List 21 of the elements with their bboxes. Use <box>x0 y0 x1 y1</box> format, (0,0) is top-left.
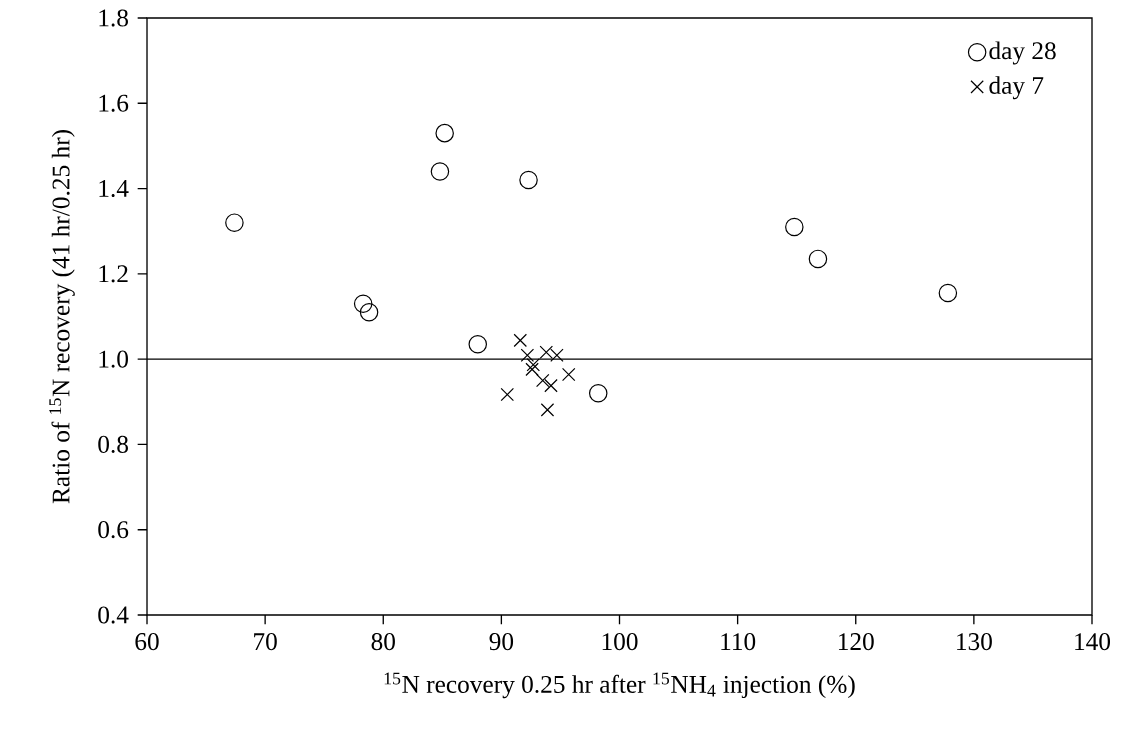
x-tick-label: 90 <box>489 633 514 651</box>
legend-label: day 28 <box>989 41 1056 65</box>
x-tick-label: 60 <box>135 633 159 651</box>
x-tick-label: 130 <box>957 633 992 651</box>
y-tick-label: 1.4 <box>99 180 129 198</box>
legend-label: day 7 <box>989 76 1044 100</box>
x-tick-label: 70 <box>254 633 277 651</box>
y-tick-label: 0.8 <box>98 435 128 454</box>
x-tick-label: 80 <box>371 633 395 651</box>
y-tick-label: 0.4 <box>98 606 129 624</box>
y-tick-label: 1.6 <box>99 94 129 112</box>
x-axis-title: $^{15}$N recovery 0.25 hr after $^{15}$NH$_{4}$ injection (%) <box>384 672 855 699</box>
x-tick-label: 140 <box>1075 633 1111 651</box>
x-tick-label: 100 <box>602 633 638 651</box>
y-tick-label: 1.8 <box>99 9 128 27</box>
y-axis-title: Ratio of $^{15}$N recovery (41 hr/0.25 hr) <box>49 130 75 504</box>
x-tick-label: 110 <box>721 633 756 651</box>
y-tick-label: 1.0 <box>99 350 128 368</box>
x-tick-label: 120 <box>838 633 874 651</box>
y-tick-label: 1.2 <box>99 265 128 283</box>
y-tick-label: 0.6 <box>98 521 129 539</box>
